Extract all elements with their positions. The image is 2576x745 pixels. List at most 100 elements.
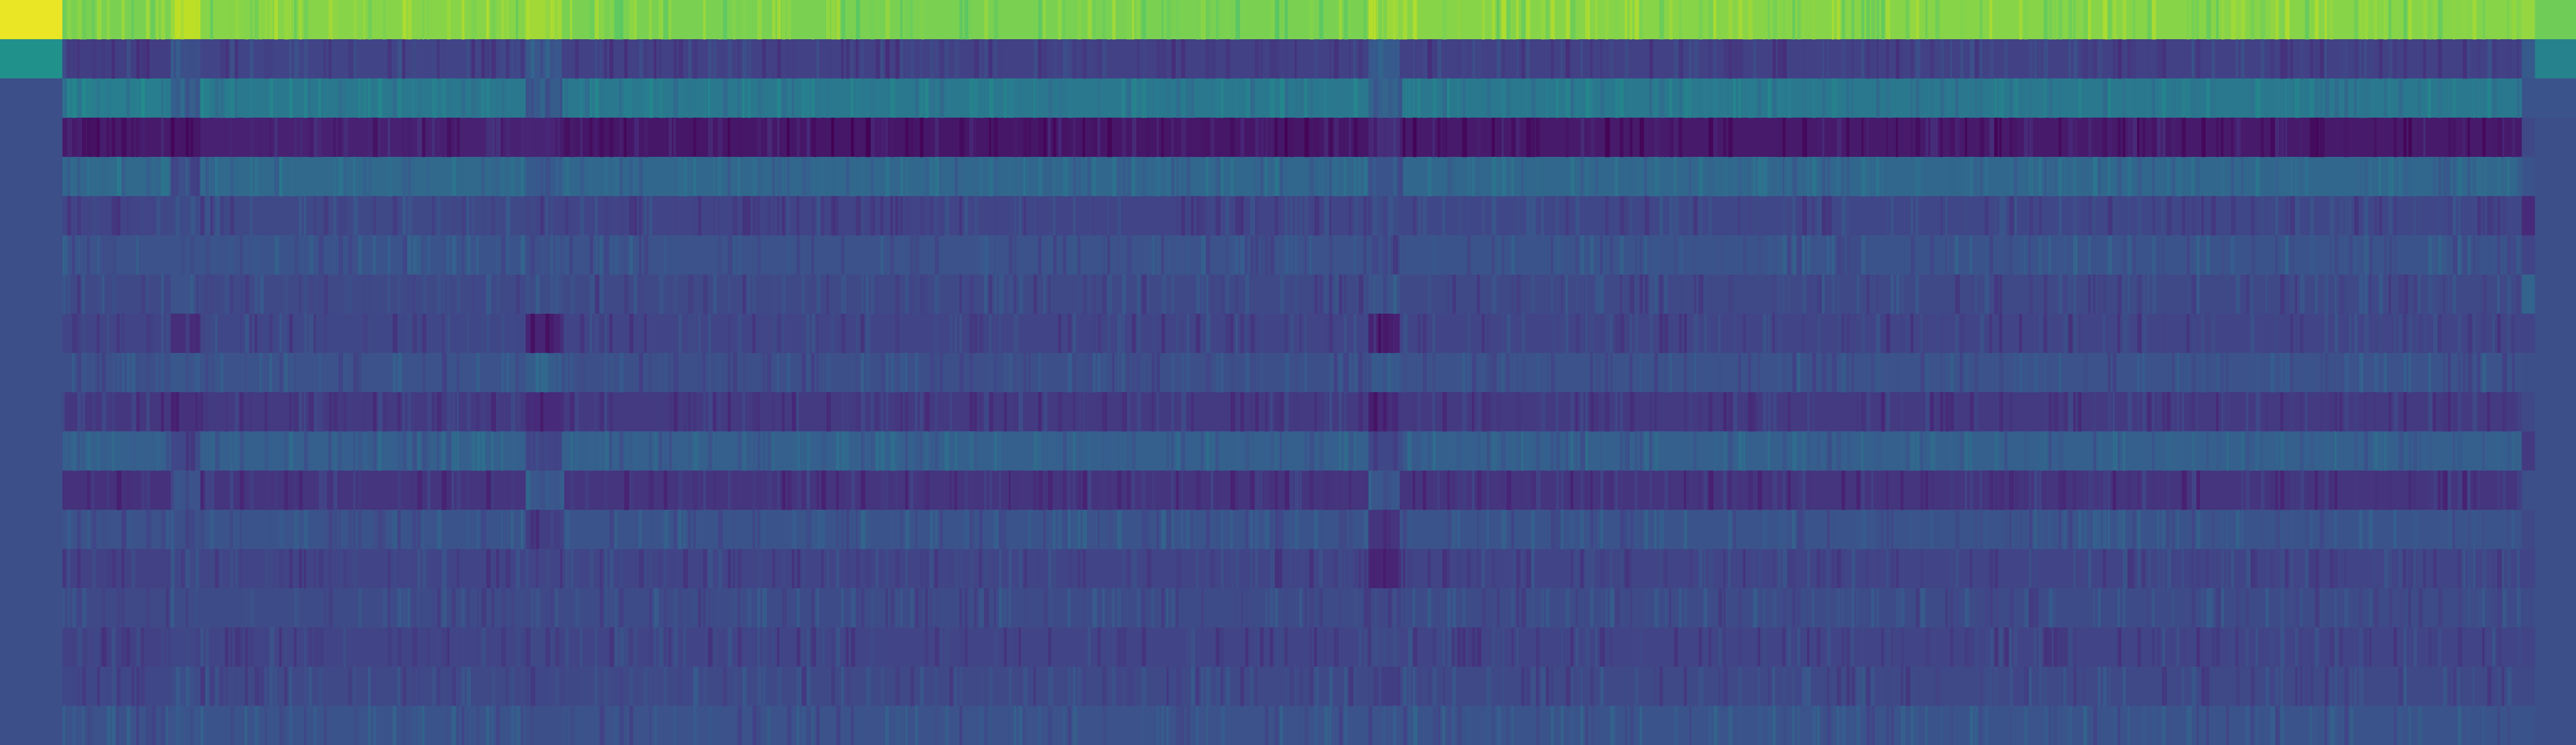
heatmap-stripe: [2423, 39, 2426, 79]
heatmap-stripe: [1792, 588, 1796, 628]
heatmap-stripe: [1782, 431, 1787, 471]
heatmap-stripe: [1590, 588, 1594, 628]
heatmap-stripe: [925, 157, 929, 197]
heatmap-stripe: [654, 667, 656, 706]
heatmap-stripe: [1467, 157, 1471, 197]
heatmap-stripe: [2280, 274, 2285, 314]
heatmap-stripe: [2048, 431, 2052, 471]
heatmap-stripe: [121, 353, 125, 393]
heatmap-stripe: [82, 314, 85, 353]
heatmap-stripe: [2014, 118, 2017, 157]
heatmap-stripe: [1383, 0, 1387, 40]
heatmap-stripe: [880, 196, 883, 236]
heatmap-stripe: [2192, 78, 2196, 118]
heatmap-stripe: [1570, 627, 1573, 667]
heatmap-stripe: [501, 0, 505, 40]
heatmap-stripe: [649, 667, 652, 706]
heatmap-stripe: [1773, 588, 1777, 628]
heatmap-stripe: [634, 118, 639, 157]
heatmap-stripe: [530, 588, 534, 628]
heatmap-stripe: [1585, 39, 1589, 79]
heatmap-stripe: [1851, 353, 1854, 393]
heatmap-stripe: [1477, 118, 1481, 157]
heatmap-stripe: [1812, 588, 1814, 628]
heatmap-stripe: [1250, 431, 1254, 471]
heatmap-stripe: [2384, 0, 2387, 40]
heatmap-cell: [2522, 706, 2535, 745]
heatmap-stripe: [1269, 627, 1273, 667]
heatmap-stripe: [811, 0, 815, 40]
heatmap-cell: [200, 510, 526, 549]
heatmap-stripe: [2088, 667, 2091, 706]
heatmap-stripe: [984, 471, 987, 510]
heatmap-stripe: [565, 235, 568, 275]
heatmap-stripe: [1797, 667, 1801, 706]
heatmap-stripe: [595, 314, 598, 353]
heatmap-stripe: [363, 392, 367, 432]
heatmap-stripe: [1368, 118, 1373, 157]
heatmap-stripe: [491, 196, 495, 236]
heatmap-stripe: [1659, 0, 1664, 40]
heatmap-stripe: [2310, 431, 2314, 471]
heatmap-stripe: [2201, 196, 2204, 236]
heatmap-stripe: [1851, 627, 1854, 667]
heatmap-stripe: [1324, 353, 1328, 393]
heatmap-stripe: [589, 549, 594, 589]
heatmap-stripe: [1935, 314, 1940, 353]
heatmap-stripe: [787, 0, 791, 40]
heatmap-stripe: [1565, 0, 1570, 40]
heatmap-stripe: [1423, 39, 1427, 79]
heatmap-stripe: [1516, 431, 1520, 471]
heatmap-stripe: [2152, 78, 2155, 118]
heatmap-stripe: [989, 314, 992, 353]
heatmap-stripe: [1733, 471, 1737, 510]
heatmap-stripe: [1615, 274, 1618, 314]
heatmap-stripe: [1728, 392, 1733, 432]
heatmap-stripe: [506, 353, 510, 393]
heatmap-stripe: [1467, 549, 1471, 589]
heatmap-stripe: [1955, 549, 1959, 589]
heatmap-stripe: [555, 0, 558, 40]
heatmap-stripe: [900, 196, 903, 236]
heatmap-stripe: [205, 353, 209, 393]
heatmap-stripe: [2344, 549, 2346, 589]
heatmap-stripe: [1625, 431, 1630, 471]
heatmap-stripe: [1442, 392, 1447, 432]
heatmap-stripe: [1733, 431, 1735, 471]
heatmap-stripe: [949, 471, 952, 510]
heatmap-stripe: [762, 78, 765, 118]
heatmap-stripe: [624, 118, 627, 157]
heatmap-stripe: [313, 549, 316, 589]
heatmap-stripe: [491, 0, 496, 40]
heatmap-stripe: [1733, 510, 1737, 549]
heatmap-stripe: [1201, 627, 1204, 667]
heatmap-stripe: [1590, 39, 1593, 79]
heatmap-stripe: [107, 549, 111, 589]
heatmap-stripe: [2192, 39, 2195, 79]
heatmap-stripe: [2103, 118, 2107, 157]
heatmap-stripe: [1792, 196, 1796, 236]
heatmap-stripe: [215, 353, 219, 393]
heatmap-stripe: [92, 353, 95, 393]
heatmap-stripe: [890, 78, 895, 118]
heatmap-stripe: [964, 431, 969, 471]
heatmap-stripe: [1023, 667, 1028, 706]
heatmap-stripe: [2408, 353, 2411, 393]
heatmap-stripe: [718, 157, 722, 197]
heatmap-stripe: [1269, 39, 1275, 79]
heatmap-stripe: [126, 353, 131, 393]
heatmap-stripe: [289, 157, 293, 197]
heatmap-stripe: [526, 549, 529, 589]
heatmap-stripe: [447, 353, 450, 393]
heatmap-stripe: [570, 235, 573, 275]
heatmap-stripe: [269, 627, 275, 667]
heatmap-stripe: [1122, 78, 1125, 118]
heatmap-stripe: [2339, 196, 2344, 236]
heatmap-stripe: [1826, 157, 1831, 197]
heatmap-stripe: [220, 78, 224, 118]
heatmap-stripe: [2457, 392, 2461, 432]
heatmap-stripe: [998, 353, 1003, 393]
heatmap-stripe: [372, 235, 376, 275]
heatmap-stripe: [441, 78, 446, 118]
heatmap-stripe: [136, 235, 139, 275]
